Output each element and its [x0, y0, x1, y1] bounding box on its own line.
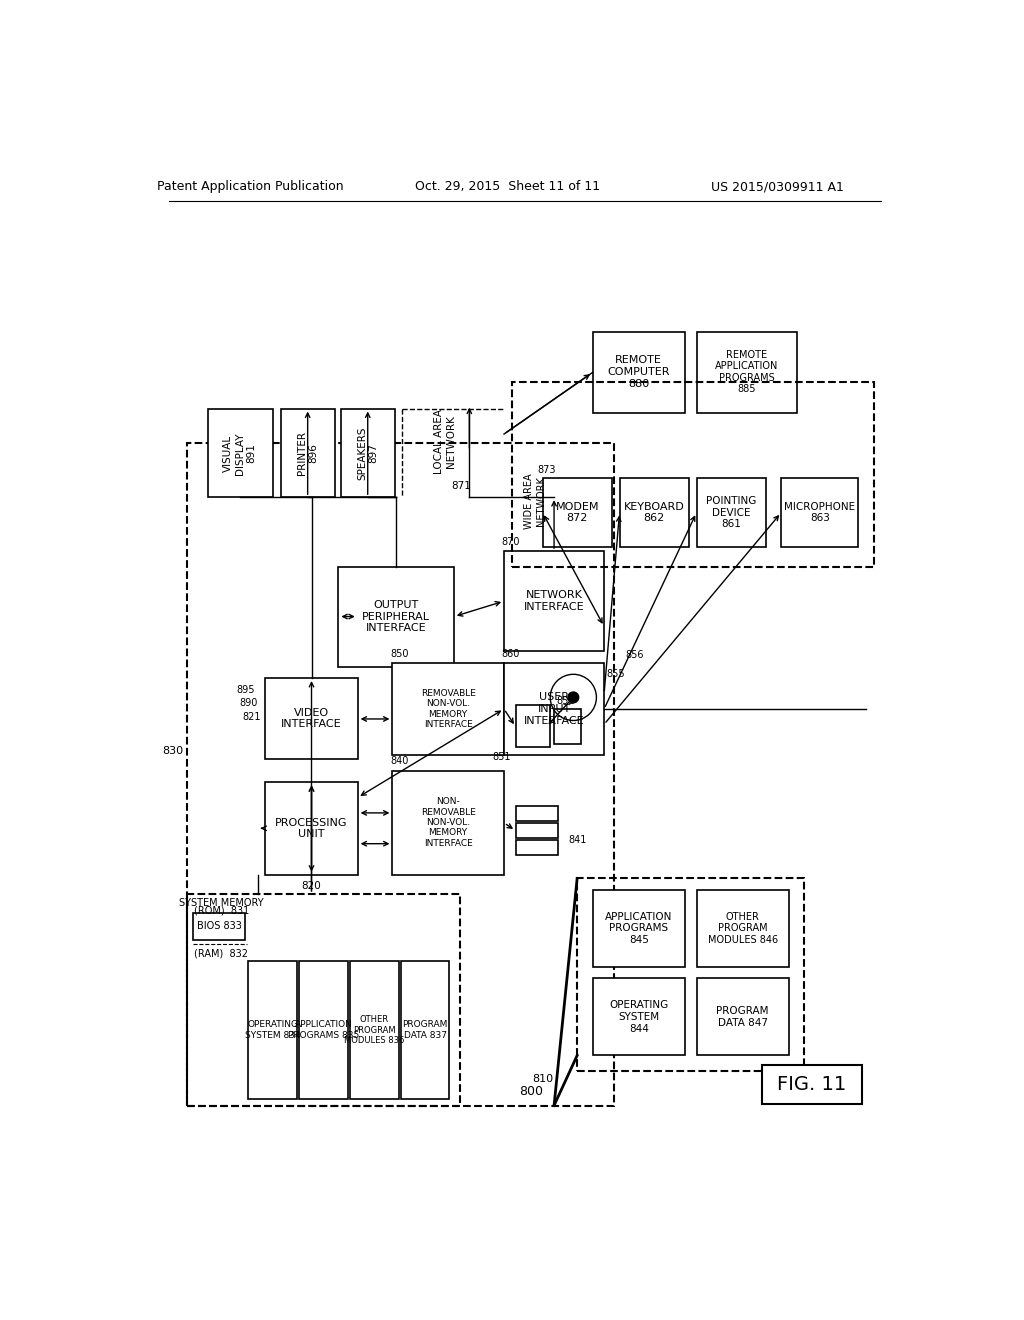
Bar: [512, 381, 873, 566]
Text: OTHER
PROGRAM
MODULES 836: OTHER PROGRAM MODULES 836: [344, 1015, 404, 1045]
Text: NETWORK
INTERFACE: NETWORK INTERFACE: [523, 590, 585, 612]
Text: OUTPUT
PERIPHERAL
INTERFACE: OUTPUT PERIPHERAL INTERFACE: [362, 601, 430, 634]
Bar: [593, 890, 685, 966]
Bar: [249, 961, 297, 1100]
Bar: [593, 331, 685, 412]
Bar: [186, 894, 460, 1106]
Text: 830: 830: [163, 746, 183, 756]
Text: 873: 873: [538, 465, 556, 475]
Bar: [350, 961, 398, 1100]
Bar: [578, 878, 804, 1071]
Bar: [504, 552, 604, 651]
Text: PROGRAM
DATA 847: PROGRAM DATA 847: [717, 1006, 769, 1028]
Text: SPEAKERS
897: SPEAKERS 897: [357, 426, 379, 480]
Bar: [696, 331, 797, 412]
Text: 820: 820: [302, 880, 322, 891]
Text: 855: 855: [606, 669, 625, 680]
Text: APPLICATION
PROGRAMS
845: APPLICATION PROGRAMS 845: [605, 912, 673, 945]
Bar: [504, 663, 604, 755]
Bar: [515, 807, 558, 821]
Bar: [208, 409, 273, 498]
Bar: [696, 478, 766, 548]
Bar: [543, 478, 611, 548]
Bar: [554, 709, 581, 743]
Bar: [193, 913, 246, 940]
Text: APPLICATION
PROGRAMS 835: APPLICATION PROGRAMS 835: [288, 1020, 359, 1040]
Bar: [299, 961, 348, 1100]
Text: MICROPHONE
863: MICROPHONE 863: [784, 502, 855, 524]
Text: Oct. 29, 2015  Sheet 11 of 11: Oct. 29, 2015 Sheet 11 of 11: [416, 181, 600, 194]
Bar: [392, 771, 504, 875]
Text: MODEM
872: MODEM 872: [555, 502, 599, 524]
Bar: [265, 781, 357, 875]
Text: 800: 800: [519, 1085, 543, 1098]
Text: 850: 850: [390, 648, 409, 659]
Bar: [696, 978, 788, 1056]
Bar: [339, 566, 454, 667]
Text: 852: 852: [556, 696, 574, 706]
Bar: [341, 409, 394, 498]
Text: OPERATING
SYSTEM
844: OPERATING SYSTEM 844: [609, 1001, 669, 1034]
Text: REMOVABLE
NON-VOL.
MEMORY
INTERFACE: REMOVABLE NON-VOL. MEMORY INTERFACE: [421, 689, 475, 729]
Bar: [515, 840, 558, 855]
Text: 895: 895: [237, 685, 255, 694]
Text: 840: 840: [390, 756, 409, 767]
Text: PRINTER
896: PRINTER 896: [297, 432, 318, 475]
Bar: [696, 890, 788, 966]
Text: 890: 890: [240, 698, 258, 708]
Text: 841: 841: [568, 834, 587, 845]
Text: WIDE AREA
NETWORK: WIDE AREA NETWORK: [524, 474, 546, 529]
Text: VIDEO
INTERFACE: VIDEO INTERFACE: [282, 708, 342, 730]
Text: KEYBOARD
862: KEYBOARD 862: [624, 502, 684, 524]
Text: Patent Application Publication: Patent Application Publication: [157, 181, 343, 194]
Bar: [281, 409, 335, 498]
Text: 810: 810: [531, 1073, 553, 1084]
Text: (ROM)  831: (ROM) 831: [194, 906, 249, 916]
Text: NON-
REMOVABLE
NON-VOL.
MEMORY
INTERFACE: NON- REMOVABLE NON-VOL. MEMORY INTERFACE: [421, 797, 475, 847]
Text: 870: 870: [502, 537, 520, 546]
Text: FIG. 11: FIG. 11: [777, 1076, 847, 1094]
Bar: [515, 822, 558, 838]
Text: REMOTE
COMPUTER
880: REMOTE COMPUTER 880: [607, 355, 670, 388]
Text: US 2015/0309911 A1: US 2015/0309911 A1: [711, 181, 844, 194]
Text: 821: 821: [243, 711, 261, 722]
Bar: [762, 1065, 862, 1104]
Bar: [515, 705, 550, 747]
Text: BIOS 833: BIOS 833: [197, 921, 242, 932]
Text: SYSTEM MEMORY: SYSTEM MEMORY: [179, 898, 264, 908]
Text: 871: 871: [452, 480, 472, 491]
Text: (RAM)  832: (RAM) 832: [195, 949, 249, 958]
Bar: [265, 678, 357, 759]
Text: PROCESSING
UNIT: PROCESSING UNIT: [275, 817, 348, 840]
Bar: [620, 478, 689, 548]
Bar: [186, 444, 614, 1106]
Text: OPERATING
SYSTEM 834: OPERATING SYSTEM 834: [245, 1020, 300, 1040]
Text: PROGRAM
DATA 837: PROGRAM DATA 837: [402, 1020, 447, 1040]
Text: OTHER
PROGRAM
MODULES 846: OTHER PROGRAM MODULES 846: [708, 912, 778, 945]
Text: POINTING
DEVICE
861: POINTING DEVICE 861: [706, 496, 757, 529]
Bar: [400, 961, 450, 1100]
Text: VISUAL
DISPLAY
891: VISUAL DISPLAY 891: [223, 432, 256, 475]
Text: USER
INPUT
INTERFACE: USER INPUT INTERFACE: [523, 693, 585, 726]
Text: REMOTE
APPLICATION
PROGRAMS
885: REMOTE APPLICATION PROGRAMS 885: [715, 350, 778, 395]
Bar: [593, 978, 685, 1056]
Text: 856: 856: [626, 649, 644, 660]
Bar: [781, 478, 858, 548]
Text: 851: 851: [493, 751, 511, 762]
Text: LOCAL AREA
NETWORK: LOCAL AREA NETWORK: [434, 409, 456, 474]
Bar: [392, 663, 504, 755]
Text: 860: 860: [502, 648, 520, 659]
Circle shape: [568, 692, 579, 702]
